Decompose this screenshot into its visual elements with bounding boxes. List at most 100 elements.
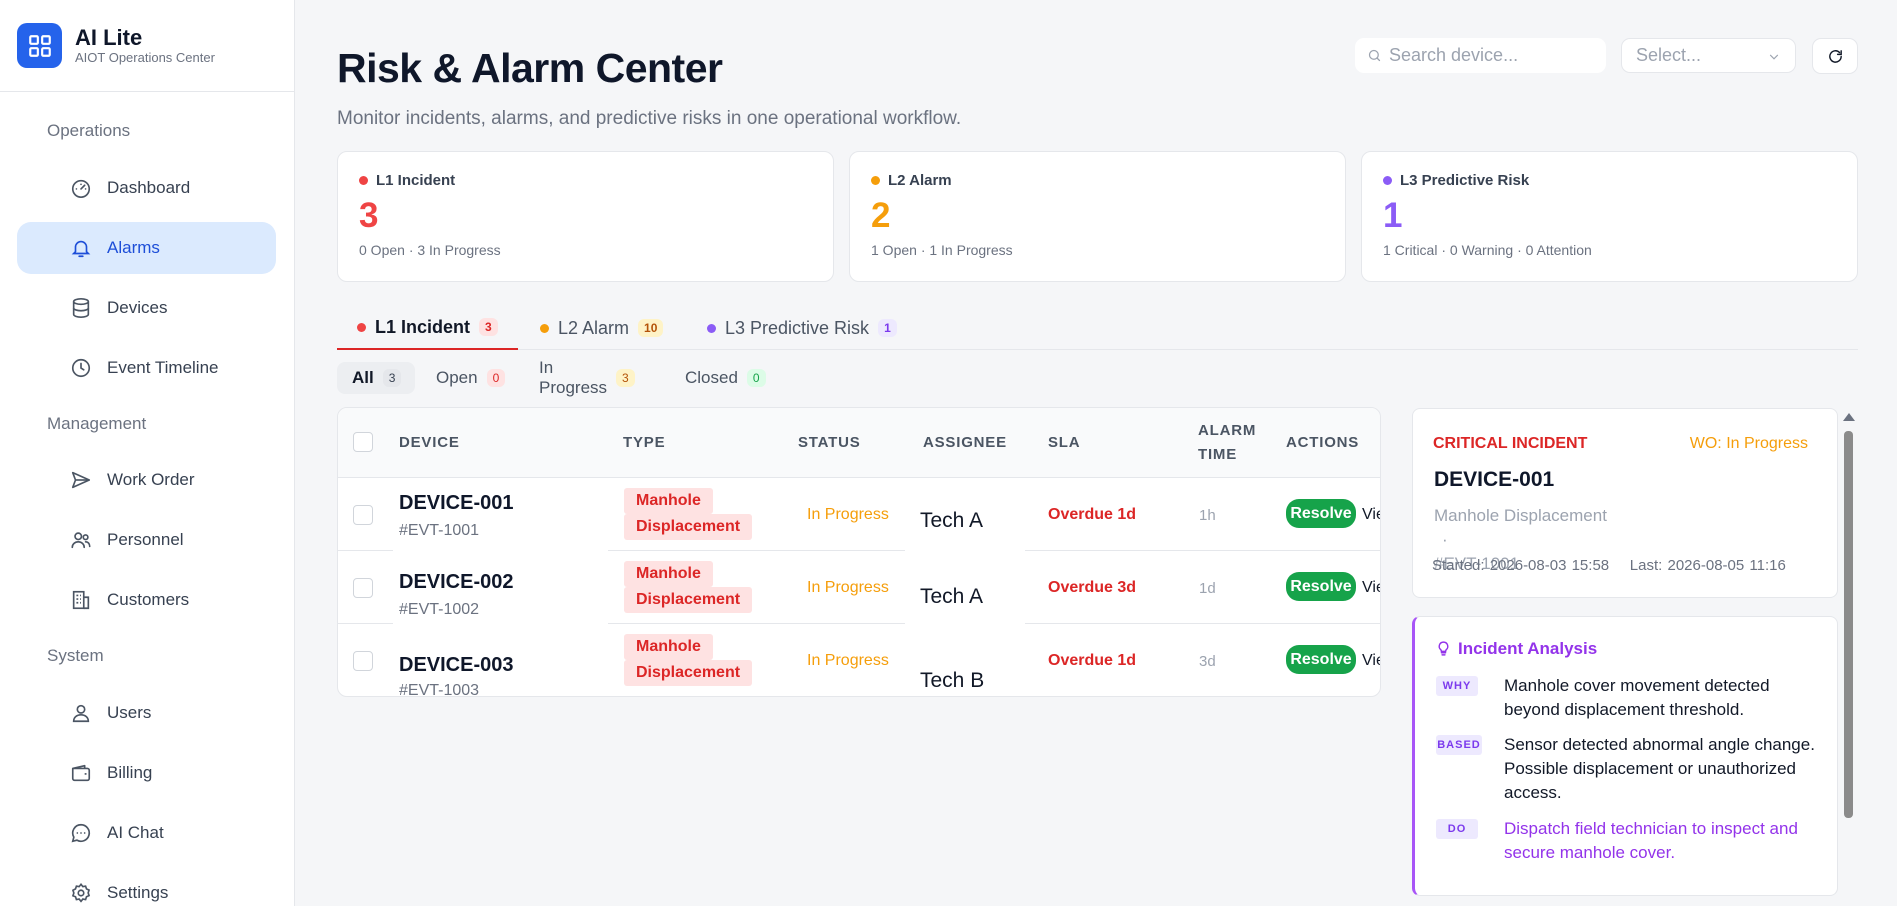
row-checkbox[interactable] xyxy=(353,578,373,598)
device-name[interactable]: DEVICE-003 xyxy=(399,654,514,676)
resolve-button[interactable]: Resolve xyxy=(1286,572,1356,601)
device-name[interactable]: DEVICE-002 xyxy=(399,571,514,593)
severity-label: CRITICAL INCIDENT xyxy=(1433,435,1588,452)
column-header-device[interactable]: DEVICE xyxy=(399,434,460,451)
filter-label: Open xyxy=(436,368,478,387)
event-id: #EVT-1003 xyxy=(399,682,480,697)
device-name[interactable]: DEVICE-001 xyxy=(399,492,514,514)
sidebar-item-event-timeline[interactable]: Event Timeline xyxy=(17,342,276,394)
gauge-icon xyxy=(71,179,91,198)
search-box[interactable] xyxy=(1355,38,1606,73)
sla-label: Overdue 1d xyxy=(1048,652,1137,669)
table-header: DEVICE TYPE STATUS ASSIGNEE SLA ALARM TI… xyxy=(338,408,1380,478)
row-checkbox[interactable] xyxy=(353,505,373,525)
tab-l2-alarm[interactable]: L2 Alarm 10 xyxy=(540,306,664,350)
column-header-time[interactable]: TIME xyxy=(1198,446,1238,463)
sidebar-item-devices[interactable]: Devices xyxy=(17,282,276,334)
column-header-alarm[interactable]: ALARM xyxy=(1198,422,1257,439)
building-icon xyxy=(72,590,90,610)
sidebar-item-ai-chat[interactable]: AI Chat xyxy=(17,807,276,859)
sidebar-item-dashboard[interactable]: Dashboard xyxy=(17,162,276,214)
detail-event-id: #EVT-1001 xyxy=(1434,554,1520,573)
detail-separator: · xyxy=(1442,530,1448,549)
table-row[interactable]: DEVICE-002 #EVT-1002 Manhole Displacemen… xyxy=(338,551,1380,624)
column-header-actions: ACTIONS xyxy=(1286,434,1360,451)
filter-select[interactable]: Select... xyxy=(1621,38,1796,73)
resolve-button[interactable]: Resolve xyxy=(1286,499,1356,528)
column-header-status[interactable]: STATUS xyxy=(798,434,861,451)
status-dot xyxy=(707,323,716,333)
alarm-time: 1h xyxy=(1199,507,1216,524)
status-label: In Progress xyxy=(807,506,889,523)
filter-label: In Progress xyxy=(539,358,608,397)
panel-scrollbar[interactable] xyxy=(1840,410,1856,906)
tab-count-badge: 10 xyxy=(638,319,664,337)
filter-in-progress[interactable]: In Progress 3 xyxy=(539,358,635,397)
stat-card-l2[interactable]: L2 Alarm 2 1 Open · 1 In Progress xyxy=(849,151,1346,282)
sidebar-item-label: Devices xyxy=(107,298,168,317)
sla-label: Overdue 3d xyxy=(1048,579,1137,596)
resolve-button[interactable]: Resolve xyxy=(1286,645,1356,674)
sidebar-item-work-order[interactable]: Work Order xyxy=(17,454,276,506)
work-order-status[interactable]: WO: In Progress xyxy=(1689,435,1808,452)
stat-card-l1[interactable]: L1 Incident 3 0 Open · 3 In Progress xyxy=(337,151,834,282)
status-dot xyxy=(1383,176,1392,185)
device-cell xyxy=(393,551,608,624)
event-id: #EVT-1002 xyxy=(399,601,480,618)
gear-icon xyxy=(71,882,91,903)
scroll-up-arrow-icon[interactable] xyxy=(1843,413,1855,421)
table-row[interactable]: DEVICE-003 #EVT-1003 Manhole Displacemen… xyxy=(338,624,1380,697)
column-header-type[interactable]: TYPE xyxy=(623,434,666,451)
stat-detail: 1 Open · 1 In Progress xyxy=(871,242,1013,258)
assignee-cell xyxy=(905,624,1025,696)
stat-card-l3[interactable]: L3 Predictive Risk 1 1 Critical · 0 Warn… xyxy=(1361,151,1858,282)
assignee-cell xyxy=(905,551,1025,624)
tab-count-badge: 1 xyxy=(878,319,897,337)
detail-device-name: DEVICE-001 xyxy=(1434,468,1555,491)
refresh-button[interactable] xyxy=(1812,38,1858,74)
view-link[interactable]: View xyxy=(1362,579,1380,596)
sidebar-item-alarms[interactable]: Alarms xyxy=(17,222,276,274)
column-header-assignee[interactable]: ASSIGNEE xyxy=(923,434,1007,451)
tab-label: L3 Predictive Risk xyxy=(725,317,870,338)
based-text: Sensor detected abnormal angle change. P… xyxy=(1504,735,1815,802)
brand-title: AI Lite xyxy=(75,24,143,50)
sidebar-item-label: Event Timeline xyxy=(107,358,219,377)
filter-count-badge: 0 xyxy=(486,369,506,387)
wallet-icon xyxy=(71,764,91,782)
filter-closed[interactable]: Closed 0 xyxy=(685,362,766,394)
stat-value: 2 xyxy=(871,196,891,235)
sidebar-item-users[interactable]: Users xyxy=(17,687,276,739)
sla-label: Overdue 1d xyxy=(1048,506,1137,523)
sidebar-item-settings[interactable]: Settings xyxy=(17,867,276,906)
users-icon xyxy=(71,532,91,549)
detail-times: Started: 2026-08-03 15:58 Last: 2026-08-… xyxy=(1432,557,1786,574)
tab-l3-predictive-risk[interactable]: L3 Predictive Risk 1 xyxy=(707,306,897,350)
filter-all[interactable]: All 3 xyxy=(337,362,416,394)
sidebar-item-customers[interactable]: Customers xyxy=(17,574,276,626)
select-placeholder: Select... xyxy=(1636,45,1702,65)
column-header-sla[interactable]: SLA xyxy=(1048,434,1081,451)
sidebar-item-billing[interactable]: Billing xyxy=(17,747,276,799)
filter-label: Closed xyxy=(685,368,738,387)
incident-detail-card: CRITICAL INCIDENT WO: In Progress DEVICE… xyxy=(1412,408,1838,598)
sidebar-item-label: Alarms xyxy=(107,238,160,257)
alarm-time: 1d xyxy=(1199,580,1216,597)
status-dot xyxy=(540,323,549,333)
filter-open[interactable]: Open 0 xyxy=(436,362,506,394)
search-input[interactable] xyxy=(1389,45,1589,66)
stat-value: 1 xyxy=(1383,196,1403,235)
view-link[interactable]: View xyxy=(1362,506,1380,523)
filter-count-badge: 0 xyxy=(746,369,766,387)
status-dot xyxy=(357,322,366,332)
section-label-operations: Operations xyxy=(47,121,131,140)
row-checkbox[interactable] xyxy=(353,651,373,671)
scroll-thumb[interactable] xyxy=(1844,431,1853,818)
type-tag: Displacement xyxy=(624,587,753,613)
table-row[interactable]: DEVICE-001 #EVT-1001 Manhole Displacemen… xyxy=(338,478,1380,551)
select-all-checkbox[interactable] xyxy=(353,432,373,452)
view-link[interactable]: View xyxy=(1362,652,1380,669)
bell-icon xyxy=(71,240,91,258)
sidebar-item-personnel[interactable]: Personnel xyxy=(17,514,276,566)
tab-l1-incident[interactable]: L1 Incident 3 xyxy=(337,306,518,350)
